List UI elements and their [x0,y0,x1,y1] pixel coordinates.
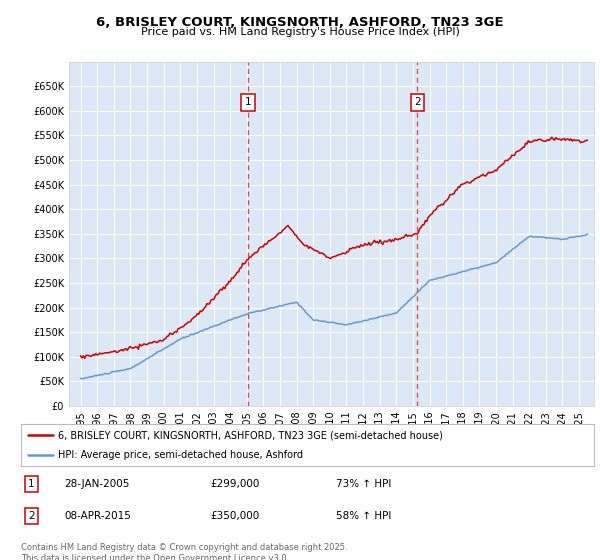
Text: 6, BRISLEY COURT, KINGSNORTH, ASHFORD, TN23 3GE: 6, BRISLEY COURT, KINGSNORTH, ASHFORD, T… [96,16,504,29]
Text: Contains HM Land Registry data © Crown copyright and database right 2025.
This d: Contains HM Land Registry data © Crown c… [21,543,347,560]
Text: 08-APR-2015: 08-APR-2015 [64,511,131,521]
Text: 28-JAN-2005: 28-JAN-2005 [64,479,130,489]
Text: 73% ↑ HPI: 73% ↑ HPI [336,479,392,489]
Text: 6, BRISLEY COURT, KINGSNORTH, ASHFORD, TN23 3GE (semi-detached house): 6, BRISLEY COURT, KINGSNORTH, ASHFORD, T… [58,430,443,440]
Text: £350,000: £350,000 [210,511,259,521]
Text: 2: 2 [28,511,35,521]
Text: 2: 2 [414,97,421,108]
Text: 1: 1 [28,479,35,489]
Text: Price paid vs. HM Land Registry's House Price Index (HPI): Price paid vs. HM Land Registry's House … [140,27,460,37]
Text: 1: 1 [245,97,251,108]
Text: HPI: Average price, semi-detached house, Ashford: HPI: Average price, semi-detached house,… [58,450,303,460]
Text: 58% ↑ HPI: 58% ↑ HPI [336,511,392,521]
Text: £299,000: £299,000 [210,479,259,489]
